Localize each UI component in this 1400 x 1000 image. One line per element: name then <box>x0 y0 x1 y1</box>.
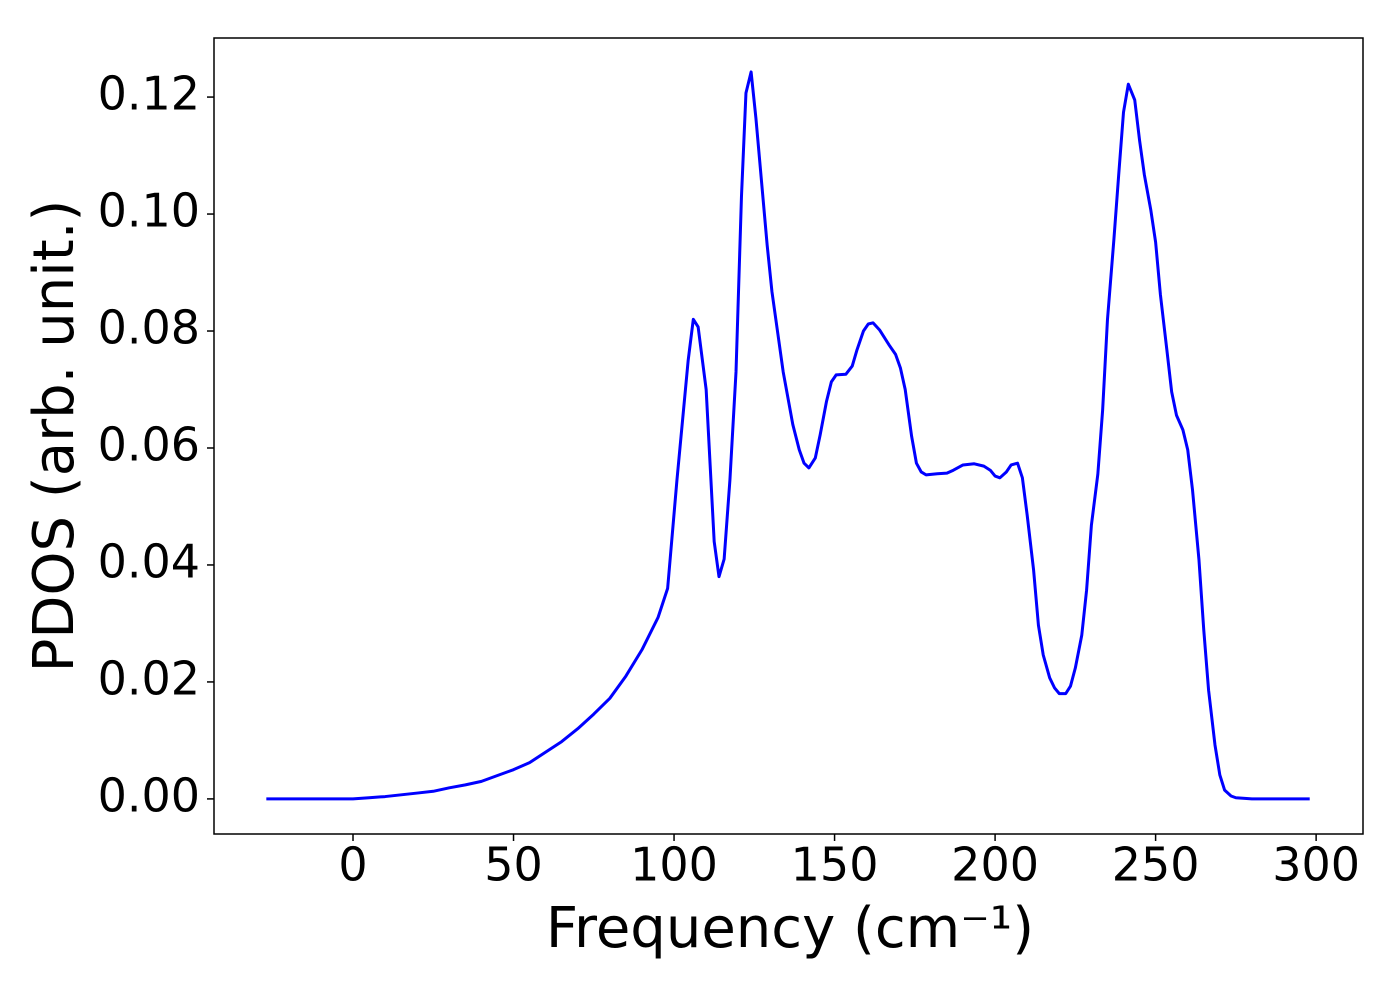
x-tick-label: 50 <box>484 838 543 892</box>
x-tick-label: 100 <box>630 838 718 892</box>
y-tick-label: 0.08 <box>98 301 200 355</box>
y-tick-label: 0.06 <box>98 417 200 471</box>
y-tick-label: 0.10 <box>98 184 200 238</box>
plot-frame <box>213 37 1364 835</box>
x-tick-label: 200 <box>951 838 1039 892</box>
x-axis-label: Frequency (cm⁻¹) <box>546 896 1034 961</box>
x-tick-label: 250 <box>1112 838 1200 892</box>
y-tick-label: 0.00 <box>98 768 200 822</box>
line <box>266 70 1310 801</box>
y-tick-label: 0.04 <box>98 534 200 588</box>
y-axis-label: PDOS (arb. unit.) <box>22 200 87 673</box>
y-tick-label: 0.12 <box>98 67 200 121</box>
x-tick-label: 0 <box>338 838 367 892</box>
x-tick-label: 300 <box>1272 838 1360 892</box>
y-tick-label: 0.02 <box>98 651 200 705</box>
x-tick-label: 150 <box>791 838 879 892</box>
